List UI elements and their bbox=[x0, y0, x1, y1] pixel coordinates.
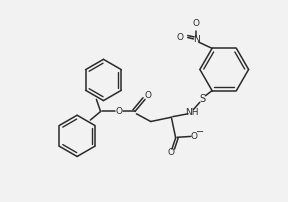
Text: S: S bbox=[199, 94, 205, 104]
Text: O: O bbox=[191, 132, 198, 141]
Text: −: − bbox=[196, 127, 204, 137]
Text: O: O bbox=[116, 107, 123, 116]
Text: NH: NH bbox=[185, 108, 199, 117]
Text: O: O bbox=[167, 148, 174, 157]
Text: O: O bbox=[144, 91, 151, 100]
Text: O: O bbox=[193, 19, 200, 28]
Text: N: N bbox=[193, 35, 200, 44]
Text: O: O bbox=[176, 33, 183, 42]
